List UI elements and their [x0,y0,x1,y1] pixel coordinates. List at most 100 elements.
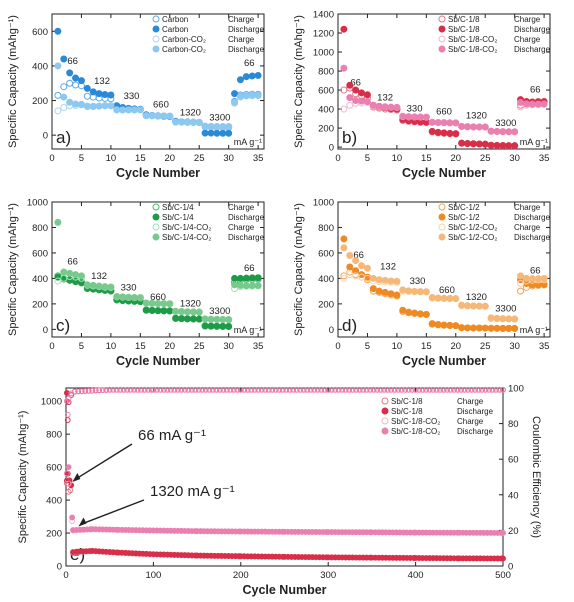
legend-series-role: Charge [228,223,255,232]
data-point [77,77,85,85]
panel-label: b) [342,128,357,147]
data-point [83,102,91,110]
data-point [369,101,377,109]
data-point [428,118,436,126]
y-tick-label: 800 [46,430,62,441]
legend-marker [438,233,446,241]
rate-label: 330 [121,283,137,294]
data-point [110,386,117,393]
data-point [496,386,503,393]
y-axis-label: Specific Capacity (mAhg⁻¹) [293,203,305,336]
data-point [464,139,472,147]
data-point [499,324,507,332]
x-tick-label: 35 [253,153,264,164]
legend-marker [152,223,160,231]
data-point [77,272,85,280]
y-tick-label: 200 [46,529,62,540]
data-point [464,324,472,332]
data-point [242,274,250,282]
legend-series-name: Sb/C-1/2 [448,213,480,222]
data-point [505,324,513,332]
data-point [451,386,457,393]
legend-series-role: Charge [514,223,541,232]
data-point [63,477,70,484]
data-point [236,92,244,100]
data-point [142,306,150,314]
data-point [487,324,495,332]
legend-series-role: Charge [457,397,484,406]
y2-tick-label: 40 [508,490,519,501]
x-tick-label: 30 [509,153,520,164]
data-point [225,123,233,130]
rate-label: 1320 [180,107,201,118]
rate-label: 66 [244,263,255,274]
data-point [517,287,525,295]
data-point [363,91,371,99]
y-tick-label: 0 [329,143,334,154]
data-point [101,90,109,98]
data-point [254,282,262,290]
data-point [107,283,115,291]
data-point [493,314,501,322]
data-point [493,141,501,149]
y-tick-label: 600 [32,27,48,38]
rate-label: 330 [410,276,426,287]
legend: Carbon Charge Carbon Discharge Carbon-CO₂ Cha… [152,15,265,54]
data-point [369,274,377,282]
data-point [416,310,424,318]
rate-label: 3300 [209,306,230,317]
y-tick-label: 1000 [41,397,62,408]
data-point [395,386,402,393]
data-point [482,386,489,393]
data-point [304,386,311,393]
y-tick-label: 0 [57,562,62,573]
y2-tick-label: 60 [508,455,519,466]
data-point [434,321,442,329]
data-point [283,386,290,393]
data-point [340,235,348,243]
y-tick-label: 200 [32,96,48,107]
x-tick-label: 5 [79,341,84,352]
data-point [318,386,325,393]
data-point [219,129,227,137]
rate-label: 1320 [180,298,201,309]
data-point [113,293,121,300]
data-point [522,274,530,282]
data-point [381,276,389,284]
data-point [511,315,519,323]
legend-marker [152,203,160,211]
y-tick-label: 600 [318,86,334,97]
legend-series-role: Discharge [228,213,265,222]
legend-marker [381,427,389,435]
data-point [227,386,234,393]
data-point [540,100,548,108]
data-point [458,301,466,309]
y-tick-label: 800 [32,223,48,234]
data-point [172,314,180,322]
legend-series-name: Sb/C-1/8 [391,397,423,406]
data-point [219,123,227,130]
data-point [375,102,383,110]
data-point [183,315,191,323]
data-point [72,100,80,108]
data-point [481,302,489,310]
data-point [127,386,134,393]
data-point [96,387,103,394]
data-point [124,386,131,393]
y2-tick-label: 100 [508,384,524,395]
data-point [66,98,74,106]
data-point [311,386,318,393]
legend-series-name: Sb/C-1/8-CO₂ [448,35,497,44]
rate-label: 66 [530,265,541,276]
data-point [60,103,68,111]
legend-series-role: Discharge [514,45,551,54]
data-point [500,386,506,393]
data-point [381,103,389,111]
data-point [181,386,188,393]
legend-series-role: Charge [457,417,484,426]
legend-series-name: Sb/C-1/8 [391,407,423,416]
legend-series-role: Discharge [514,233,551,242]
plot-frame [337,201,551,338]
data-point [517,280,525,288]
